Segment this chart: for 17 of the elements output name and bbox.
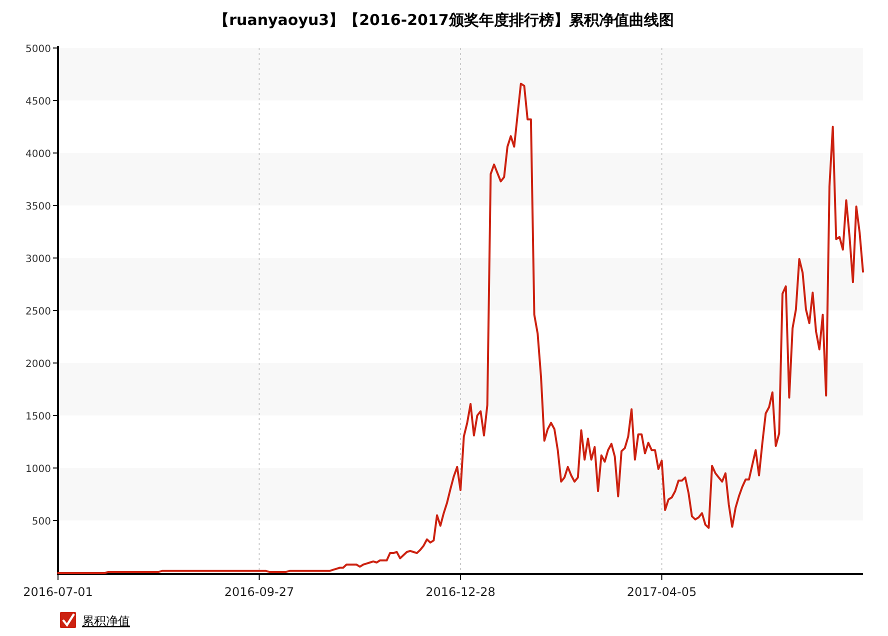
y-tick-label: 4500	[26, 96, 51, 108]
y-tick-label: 3000	[26, 254, 51, 265]
y-tick-label: 1000	[26, 464, 51, 475]
y-tick-label: 3500	[26, 202, 51, 212]
y-tick-label: 500	[32, 516, 51, 528]
legend-item: 累积净值	[60, 612, 130, 628]
y-tick-label: 2500	[26, 306, 51, 318]
x-tick-label: 2016-12-28	[426, 585, 496, 599]
x-tick-label: 2017-04-05	[626, 585, 697, 599]
chart-title: 【ruanyaoyu3】【2016-2017颁奖年度排行榜】累积净值曲线图	[214, 11, 674, 29]
y-tick-label: 1500	[26, 412, 51, 422]
x-tick-label: 2016-07-01	[23, 585, 93, 599]
x-tick-label: 2016-09-27	[224, 585, 294, 599]
y-tick-label: 4000	[26, 149, 51, 160]
y-tick-label: 5000	[26, 44, 51, 55]
y-tick-label: 2000	[26, 359, 51, 370]
legend-label: 累积净值	[82, 614, 130, 628]
